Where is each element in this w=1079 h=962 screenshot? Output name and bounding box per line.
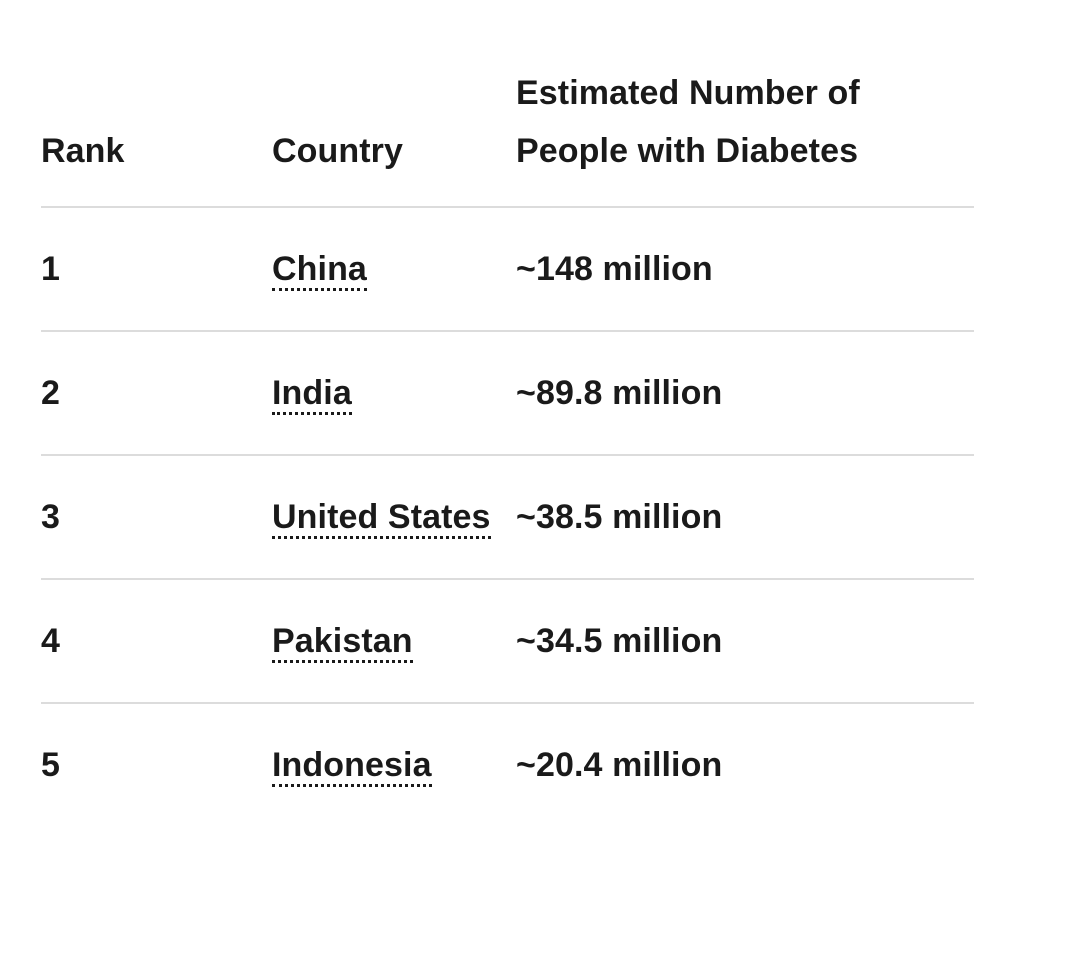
table-header: Rank Country Estimated Number of People … [41, 64, 974, 208]
country-cell: Pakistan [272, 579, 516, 704]
header-estimated-number: Estimated Number of People with Diabetes [516, 64, 974, 208]
table-row: 3 United States ~38.5 million [41, 455, 974, 580]
rank-cell: 2 [41, 331, 272, 456]
table-body: 1 China ~148 million 2 India ~89.8 milli… [41, 207, 974, 826]
value-cell: ~38.5 million [516, 455, 974, 580]
country-cell: United States [272, 455, 516, 580]
country-link-pakistan[interactable]: Pakistan [272, 622, 413, 663]
value-cell: ~20.4 million [516, 746, 723, 784]
country-link-indonesia[interactable]: Indonesia [272, 746, 432, 787]
table-row: 4 Pakistan ~34.5 million [41, 579, 974, 704]
table-row: 5 Indonesia ~20.4 million [41, 703, 974, 826]
country-link-india[interactable]: India [272, 374, 352, 415]
value-cell: ~148 million [516, 207, 974, 332]
diabetes-ranking-table: Rank Country Estimated Number of People … [41, 64, 974, 826]
rank-cell: 1 [41, 207, 272, 332]
header-row: Rank Country Estimated Number of People … [41, 64, 974, 208]
country-cell: China [272, 207, 516, 332]
header-country: Country [272, 64, 516, 208]
diabetes-table-container: Rank Country Estimated Number of People … [41, 64, 974, 826]
rank-cell: 3 [41, 455, 272, 580]
rank-cell: 5 [41, 746, 61, 784]
country-cell: India [272, 331, 516, 456]
rank-cell: 4 [41, 579, 272, 704]
value-cell: ~89.8 million [516, 331, 974, 456]
header-rank: Rank [41, 64, 272, 208]
table-row: 2 India ~89.8 million [41, 331, 974, 456]
table-row: 1 China ~148 million [41, 207, 974, 332]
country-link-china[interactable]: China [272, 250, 367, 291]
country-cell: Indonesia [272, 703, 516, 826]
country-link-united-states[interactable]: United States [272, 498, 491, 539]
value-cell: ~34.5 million [516, 579, 974, 704]
